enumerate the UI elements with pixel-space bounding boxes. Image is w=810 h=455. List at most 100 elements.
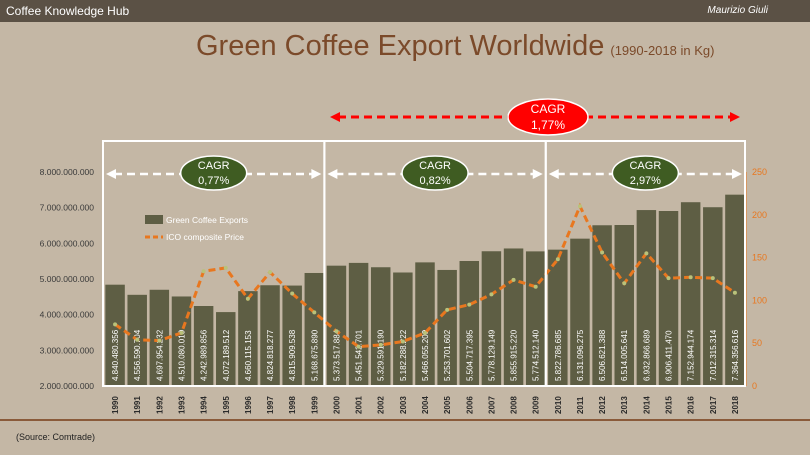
cagr-badge-value: 0,77% xyxy=(198,175,229,187)
overall-cagr-badge xyxy=(507,98,589,136)
cagr-arrow-head-right xyxy=(532,169,543,179)
x-tick-label: 2001 xyxy=(355,396,364,414)
bar xyxy=(636,210,657,386)
x-tick-label: 2012 xyxy=(598,396,607,414)
x-tick-label: 2015 xyxy=(665,396,674,414)
bar-value-label: 4.072.189.512 xyxy=(222,329,231,381)
x-tick-label: 1996 xyxy=(244,396,253,414)
cagr-arrow-head-left xyxy=(327,169,338,179)
y-left-tick-label: 2.000.000.000 xyxy=(40,381,95,391)
x-tick-label: 2000 xyxy=(332,396,341,414)
overall-cagr-arrow-head-right xyxy=(730,112,740,122)
bar xyxy=(437,269,457,386)
price-point xyxy=(710,276,715,281)
y-left-tick-label: 6.000.000.000 xyxy=(40,238,95,248)
y-right-tick-label: 150 xyxy=(752,253,767,263)
bar xyxy=(326,265,347,386)
y-left-tick-label: 3.000.000.000 xyxy=(40,345,95,355)
cagr-arrow-head-right xyxy=(732,169,742,179)
bar-value-label: 4.824.818.277 xyxy=(266,329,275,381)
price-point xyxy=(423,330,427,335)
price-point xyxy=(489,292,494,297)
x-tick-label: 2005 xyxy=(443,396,452,414)
price-point xyxy=(622,281,627,286)
price-point xyxy=(223,265,228,270)
price-point xyxy=(378,342,383,347)
bar xyxy=(348,262,369,386)
price-point xyxy=(577,204,582,209)
bar xyxy=(149,289,170,386)
bar-value-label: 4.815.909.538 xyxy=(288,329,297,381)
x-tick-label: 2008 xyxy=(510,396,519,414)
y-left-tick-label: 5.000.000.000 xyxy=(40,274,95,284)
price-point xyxy=(732,290,737,295)
bar-value-label: 5.253.701.602 xyxy=(443,329,452,381)
cagr-badge-value: 0,82% xyxy=(419,175,450,187)
x-tick-label: 2018 xyxy=(731,396,740,414)
bar xyxy=(658,211,679,386)
x-tick-label: 2003 xyxy=(399,396,408,414)
y-left-tick-label: 4.000.000.000 xyxy=(40,310,95,320)
price-point xyxy=(268,270,273,275)
price-point xyxy=(467,302,472,307)
bar xyxy=(304,272,325,386)
x-tick-label: 1994 xyxy=(200,396,209,414)
x-tick-label: 2017 xyxy=(709,396,718,414)
bar xyxy=(481,251,502,386)
x-tick-label: 1997 xyxy=(266,396,275,414)
bar-value-label: 4.697.954.232 xyxy=(155,329,164,381)
brand-label: Coffee Knowledge Hub xyxy=(6,4,130,18)
price-point xyxy=(356,344,361,349)
legend-label-line: ICO composite Price xyxy=(166,232,244,242)
x-tick-label: 1993 xyxy=(177,396,186,414)
price-point xyxy=(179,330,184,335)
bar xyxy=(703,207,723,386)
cagr-arrow-head-right xyxy=(311,169,322,179)
bar-value-label: 4.660.115.153 xyxy=(244,330,253,381)
y-left-tick-label: 7.000.000.000 xyxy=(40,203,95,213)
price-point xyxy=(511,277,516,282)
x-tick-label: 1990 xyxy=(111,396,120,414)
bar xyxy=(415,262,435,386)
bar-value-label: 4.556.590.704 xyxy=(133,329,142,381)
y-right-tick-label: 0 xyxy=(752,381,757,391)
x-tick-label: 2002 xyxy=(377,396,386,414)
bar-value-label: 4.840.480.356 xyxy=(111,329,120,381)
bar xyxy=(171,296,192,386)
bar-value-label: 5.373.517.884 xyxy=(332,329,341,381)
price-point xyxy=(400,339,405,344)
x-tick-label: 2013 xyxy=(620,396,629,414)
cagr-badge-label: CAGR xyxy=(419,160,451,172)
bar xyxy=(260,285,280,386)
x-tick-label: 2014 xyxy=(642,396,651,414)
bar-value-label: 7.152.944.174 xyxy=(687,329,696,381)
price-point xyxy=(600,250,605,255)
legend-swatch-bars xyxy=(145,215,163,224)
cagr-badge-label: CAGR xyxy=(198,160,230,172)
x-tick-label: 1991 xyxy=(133,396,142,414)
price-point xyxy=(533,284,538,289)
price-point xyxy=(290,291,295,296)
page-title: Green Coffee Export Worldwide (1990-2018 … xyxy=(196,30,714,63)
cagr-badge-value: 2,97% xyxy=(630,175,661,187)
price-point xyxy=(644,251,649,256)
bar-value-label: 6.932.866.689 xyxy=(642,329,651,381)
bar xyxy=(680,202,701,386)
x-tick-label: 1999 xyxy=(310,396,319,414)
footer-divider xyxy=(0,419,810,421)
bar xyxy=(548,249,568,386)
bar xyxy=(725,194,745,386)
price-point xyxy=(445,307,450,312)
cagr-arrow-head-left xyxy=(548,169,559,179)
bar-value-label: 5.466.055.209 xyxy=(421,329,430,381)
bar xyxy=(370,267,391,386)
price-point xyxy=(201,269,206,274)
chart-title: Green Coffee Export Worldwide xyxy=(196,30,605,62)
cagr-badge xyxy=(179,155,248,191)
cagr-badge-label: CAGR xyxy=(629,160,661,172)
bar-value-label: 5.168.675.890 xyxy=(310,329,319,381)
price-point xyxy=(113,322,118,327)
x-tick-label: 1995 xyxy=(222,396,231,414)
x-tick-label: 2016 xyxy=(687,396,696,414)
x-tick-label: 2007 xyxy=(487,396,496,414)
